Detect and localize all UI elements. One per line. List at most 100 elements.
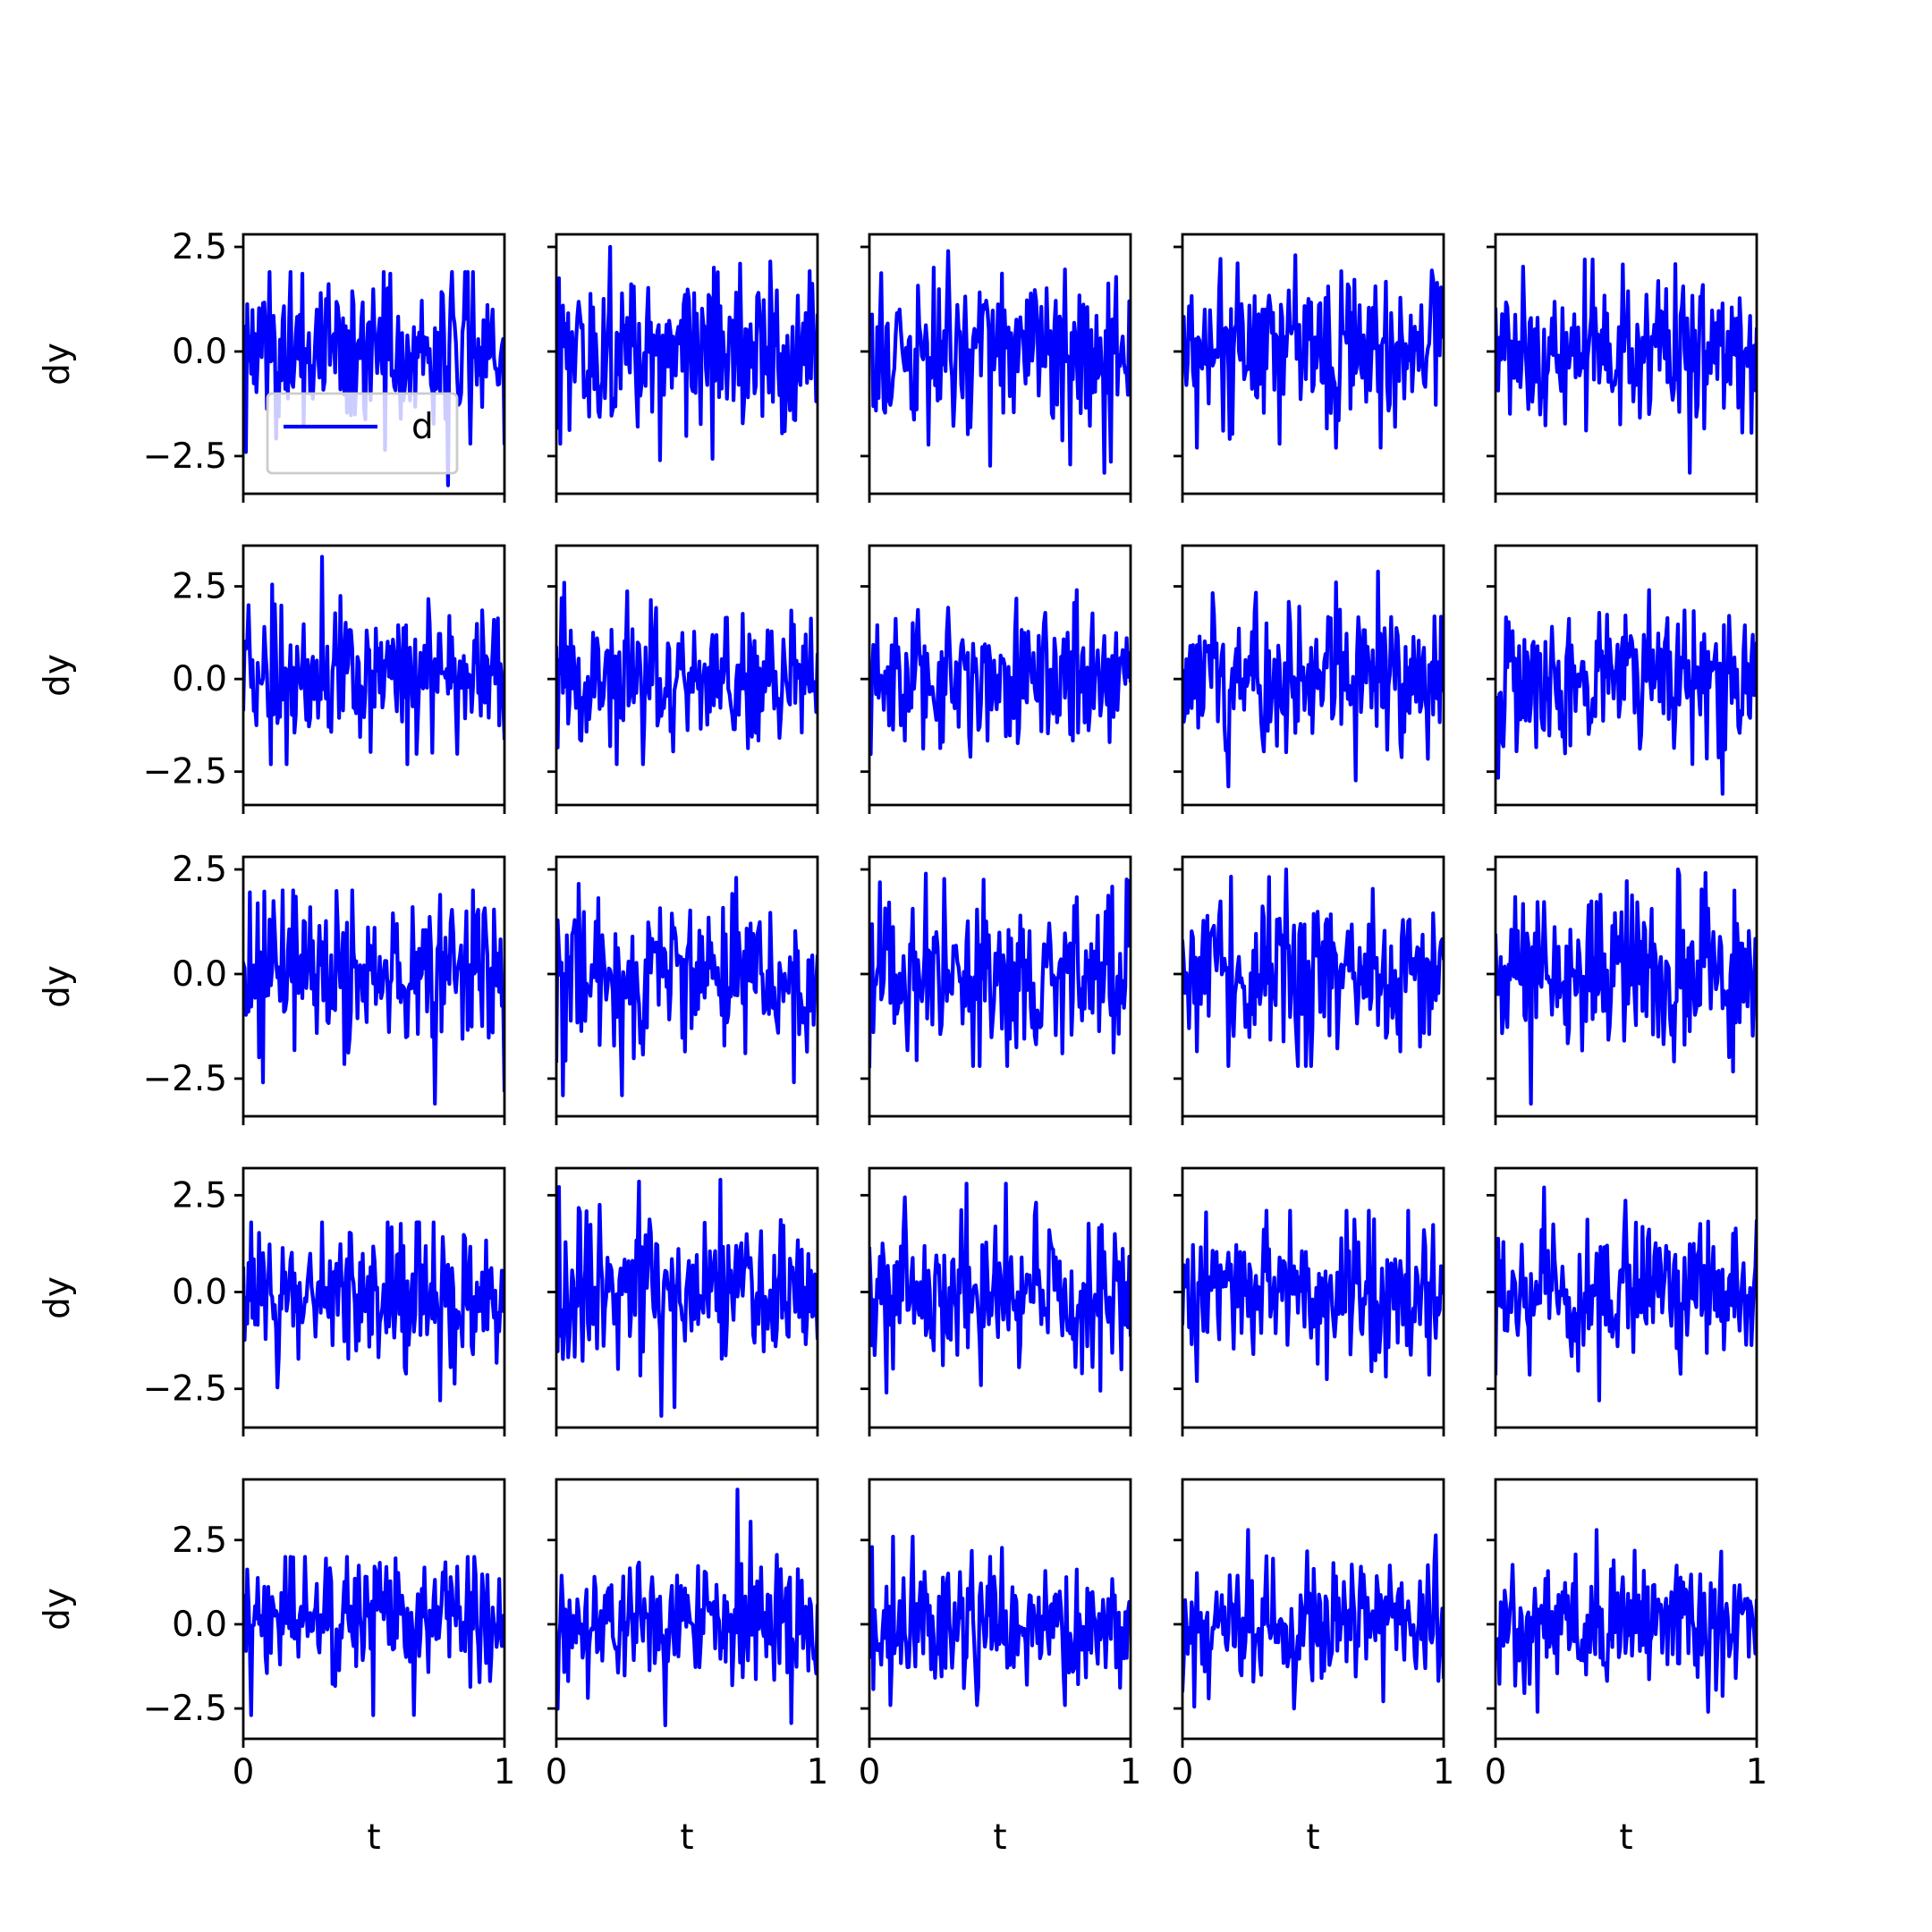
panel-r1-c5 — [1487, 233, 1758, 503]
panel-r1-c1: 2.5 0.0 −2.5 dy d — [38, 227, 506, 503]
series-line-d-r5-c3 — [869, 1534, 1131, 1707]
y-tick-label: −2.5 — [143, 1059, 227, 1099]
series-line-d-r4-c4 — [1182, 1208, 1444, 1384]
x-tick-label: 1 — [1746, 1752, 1768, 1792]
x-tick-label: 0 — [546, 1752, 568, 1792]
y-tick-label: 0.0 — [172, 954, 227, 995]
series-line-d-r5-c5 — [1496, 1528, 1757, 1714]
y-tick-label: −2.5 — [143, 436, 227, 477]
axes-frame-r5-c4 — [1181, 1478, 1445, 1741]
x-tick-label: 1 — [494, 1752, 516, 1792]
axes-frame-r3-c1 — [242, 855, 506, 1118]
series-line-d-r2-c4 — [1182, 569, 1444, 789]
axes-frame-r1-c5 — [1494, 233, 1758, 496]
panel-r4-c3 — [860, 1166, 1132, 1436]
series-line-d-r4-c2 — [556, 1177, 818, 1419]
axes-frame-r2-c4 — [1181, 544, 1445, 807]
panel-r1-c4 — [1174, 233, 1445, 503]
x-tick-label: 0 — [1485, 1752, 1507, 1792]
axes-frame-r5-c3 — [868, 1478, 1132, 1741]
x-tick-label: 1 — [1120, 1752, 1142, 1792]
axes-frame-r3-c4 — [1181, 855, 1445, 1118]
x-tick-label: 0 — [859, 1752, 881, 1792]
panel-r2-c1: 2.5 0.0 −2.5 dy — [38, 544, 506, 814]
series-line-d-r3-c5 — [1496, 867, 1757, 1106]
axes-frame-r3-c2 — [555, 855, 819, 1118]
panel-r3-c5 — [1487, 855, 1758, 1125]
series-line-d-r5-c2 — [556, 1487, 818, 1728]
panel-r4-c5 — [1487, 1166, 1758, 1436]
axes-frame-r1-c4 — [1181, 233, 1445, 496]
axes-frame-r1-c3 — [868, 233, 1132, 496]
axes-frame-r2-c1 — [242, 544, 506, 807]
y-tick-label: −2.5 — [143, 752, 227, 792]
series-line-d-r4-c5 — [1496, 1185, 1757, 1402]
y-tick-label: 2.5 — [172, 1175, 227, 1216]
panel-r3-c1: 2.5 0.0 −2.5 dy — [38, 850, 506, 1125]
x-axis-label: t — [367, 1818, 380, 1858]
y-tick-label: −2.5 — [143, 1369, 227, 1410]
axes-frame-r5-c5 — [1494, 1478, 1758, 1741]
axes-frame-r2-c2 — [555, 544, 819, 807]
series-line-d-r4-c3 — [869, 1182, 1131, 1395]
y-tick-label: 0.0 — [172, 1605, 227, 1645]
panel-r3-c2 — [547, 855, 819, 1125]
panel-r1-c2 — [547, 233, 819, 503]
series-line-d-r1-c2 — [556, 244, 818, 462]
y-tick-label: 2.5 — [172, 227, 227, 267]
series-line-d-r1-c3 — [869, 249, 1131, 475]
panel-r2-c5 — [1487, 544, 1758, 814]
series-line-d-r1-c5 — [1496, 257, 1757, 475]
y-axis-label: dy — [38, 1588, 78, 1631]
series-line-d-r3-c4 — [1182, 867, 1444, 1068]
x-axis-label: t — [680, 1818, 693, 1858]
series-line-d-r2-c1 — [243, 555, 504, 767]
panel-r5-c4: 0 1 t — [1172, 1478, 1455, 1858]
axes-frame-r5-c2 — [555, 1478, 819, 1741]
x-axis-label: t — [1619, 1818, 1632, 1858]
series-line-d-r2-c2 — [556, 580, 818, 767]
y-axis-label: dy — [38, 343, 78, 386]
axes-frame-r4-c5 — [1494, 1166, 1758, 1429]
y-axis-label: dy — [38, 965, 78, 1008]
y-axis-label: dy — [38, 1276, 78, 1319]
panel-r2-c4 — [1174, 544, 1445, 814]
x-tick-label: 0 — [1172, 1752, 1194, 1792]
panel-r5-c3: 0 1 t — [859, 1478, 1142, 1858]
y-tick-label: 0.0 — [172, 332, 227, 372]
axes-frame-r3-c5 — [1494, 855, 1758, 1118]
axes-frame-r4-c1 — [242, 1166, 506, 1429]
series-line-d-r5-c1 — [243, 1555, 504, 1717]
axes-frame-r1-c1 — [242, 233, 506, 496]
series-line-d-r3-c2 — [556, 876, 818, 1097]
axes-frame-r1-c2 — [555, 233, 819, 496]
x-axis-label: t — [993, 1818, 1006, 1858]
series-line-d-r2-c3 — [869, 588, 1131, 759]
series-line-d-r2-c5 — [1496, 588, 1757, 796]
axes-frame-r4-c2 — [555, 1166, 819, 1429]
series-line-d-r1-c1 — [243, 270, 504, 487]
legend-box — [266, 392, 459, 475]
panel-r2-c3 — [860, 544, 1132, 814]
y-axis-label: dy — [38, 654, 78, 697]
panel-r3-c4 — [1174, 855, 1445, 1125]
panel-r3-c3 — [860, 855, 1132, 1125]
y-tick-label: 0.0 — [172, 659, 227, 699]
x-tick-label: 1 — [807, 1752, 829, 1792]
axes-frame-r2-c5 — [1494, 544, 1758, 807]
x-tick-label: 1 — [1433, 1752, 1455, 1792]
panel-r5-c1: 2.5 0.0 −2.50 1 dy t — [38, 1478, 516, 1858]
series-line-d-r1-c4 — [1182, 253, 1444, 450]
series-line-d-r4-c1 — [243, 1220, 504, 1402]
panel-grid: 2.50.0−2.5dyd2.50.0−2.5dy2.50.0−2.5dy2.5… — [38, 227, 1767, 1858]
x-tick-label: 0 — [233, 1752, 255, 1792]
panel-r4-c4 — [1174, 1166, 1445, 1436]
series-line-d-r5-c4 — [1182, 1528, 1444, 1711]
legend: d — [266, 392, 459, 475]
y-tick-label: −2.5 — [143, 1689, 227, 1729]
axes-frame-r2-c3 — [868, 544, 1132, 807]
series-line-d-r3-c1 — [243, 888, 504, 1106]
x-axis-label: t — [1306, 1818, 1319, 1858]
panel-r2-c2 — [547, 544, 819, 814]
